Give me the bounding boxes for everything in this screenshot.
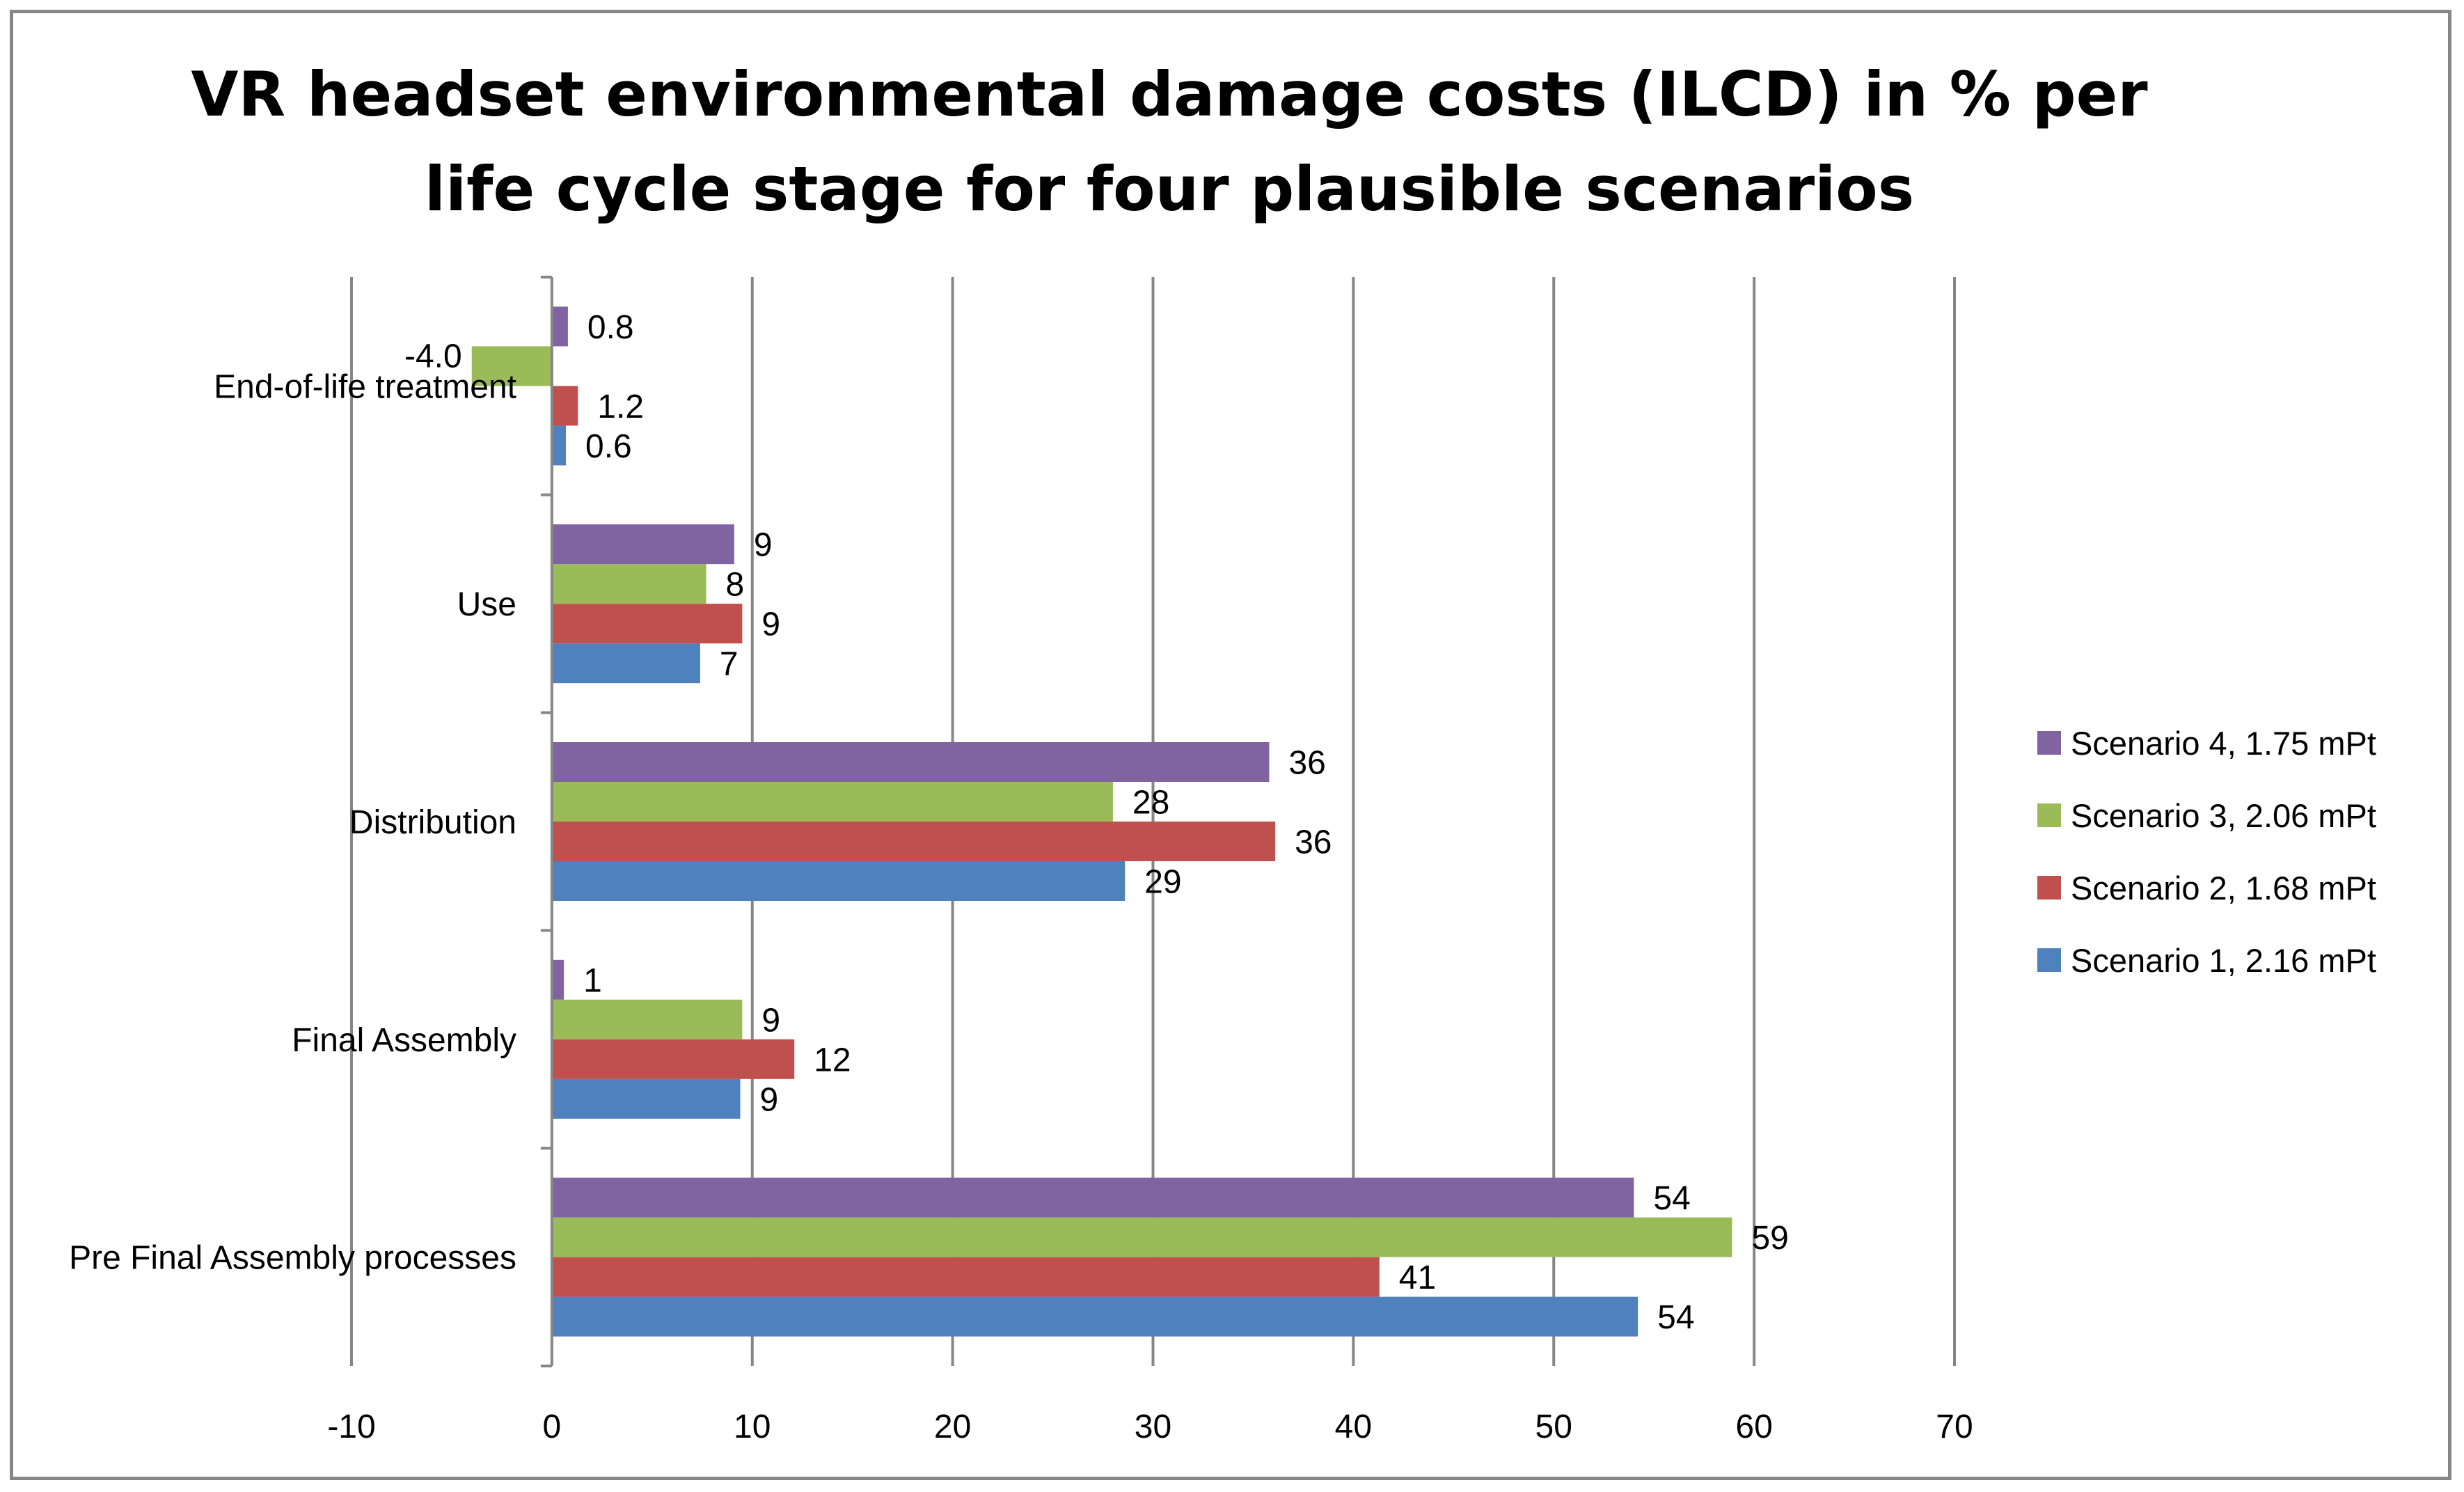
data-label: 9	[759, 1081, 778, 1118]
data-label: 9	[754, 527, 773, 564]
x-tick-label: 60	[1735, 1408, 1772, 1445]
x-tick-label: 0	[543, 1408, 562, 1445]
x-tick-label: 20	[934, 1408, 971, 1445]
data-label: 0.6	[585, 428, 632, 465]
category-label: End-of-life treatment	[214, 368, 516, 405]
bar	[551, 1296, 1638, 1337]
bar	[551, 1257, 1380, 1297]
data-label: 54	[1653, 1180, 1690, 1217]
data-label: 12	[814, 1042, 851, 1078]
data-label: 54	[1657, 1299, 1694, 1336]
data-label: 9	[761, 1002, 780, 1039]
x-tick-label: 30	[1135, 1408, 1171, 1445]
data-label: 29	[1144, 864, 1181, 901]
x-tick-label: 50	[1535, 1408, 1572, 1445]
bar	[551, 1177, 1634, 1218]
data-label: 41	[1399, 1259, 1436, 1296]
data-label: -4.0	[404, 338, 462, 375]
category-label: Final Assembly	[292, 1022, 516, 1059]
legend-swatch	[2037, 948, 2061, 972]
bar	[551, 782, 1113, 822]
data-label: 7	[720, 646, 739, 683]
category-label: Distribution	[349, 804, 516, 841]
legend: Scenario 4, 1.75 mPt Scenario 3, 2.06 mPt…	[2037, 725, 2376, 979]
bar	[551, 742, 1270, 782]
x-tick-label: -10	[327, 1408, 375, 1445]
category-label: Pre Final Assembly processes	[69, 1240, 516, 1277]
data-label: 9	[761, 606, 780, 643]
bar	[551, 643, 700, 684]
data-label: 8	[726, 567, 745, 604]
legend-label: Scenario 3, 2.06 mPt	[2071, 797, 2376, 834]
data-label: 36	[1288, 745, 1325, 782]
legend-swatch	[2037, 876, 2061, 900]
chart-title: VR headset environmental damage costs (I…	[191, 58, 2148, 225]
bar	[551, 861, 1126, 901]
legend-label: Scenario 2, 1.68 mPt	[2071, 870, 2376, 906]
category-label: Use	[457, 586, 516, 623]
bar	[551, 1078, 741, 1119]
bar	[551, 959, 564, 1000]
legend-label: Scenario 4, 1.75 mPt	[2071, 725, 2376, 762]
bar	[551, 425, 567, 466]
legend-label: Scenario 1, 2.16 mPt	[2071, 942, 2376, 979]
bar	[551, 822, 1276, 861]
data-label: 0.8	[587, 309, 634, 346]
data-label: 1	[583, 962, 602, 999]
bar	[551, 999, 743, 1039]
x-tick-label: 40	[1335, 1408, 1372, 1445]
legend-swatch	[2037, 731, 2061, 755]
x-tick-label: 10	[734, 1408, 771, 1445]
data-label: 59	[1751, 1220, 1788, 1257]
labels: -10 0 10 20 30 40 50 60 70 54 41 59 54 Pre Final Asse…	[69, 309, 1973, 1445]
bar	[551, 386, 578, 426]
data-label: 36	[1295, 824, 1332, 861]
bar	[471, 346, 552, 386]
data-label: 1.2	[597, 388, 644, 425]
bar	[551, 524, 734, 565]
data-label: 28	[1132, 785, 1169, 822]
legend-swatch	[2037, 803, 2061, 827]
bar	[551, 1217, 1732, 1257]
bar	[551, 564, 706, 604]
bar	[551, 604, 743, 644]
bars	[471, 306, 1732, 1337]
axes	[540, 276, 553, 1367]
x-tick-label: 70	[1936, 1408, 1973, 1445]
bar	[551, 1039, 795, 1079]
bar	[551, 306, 568, 347]
